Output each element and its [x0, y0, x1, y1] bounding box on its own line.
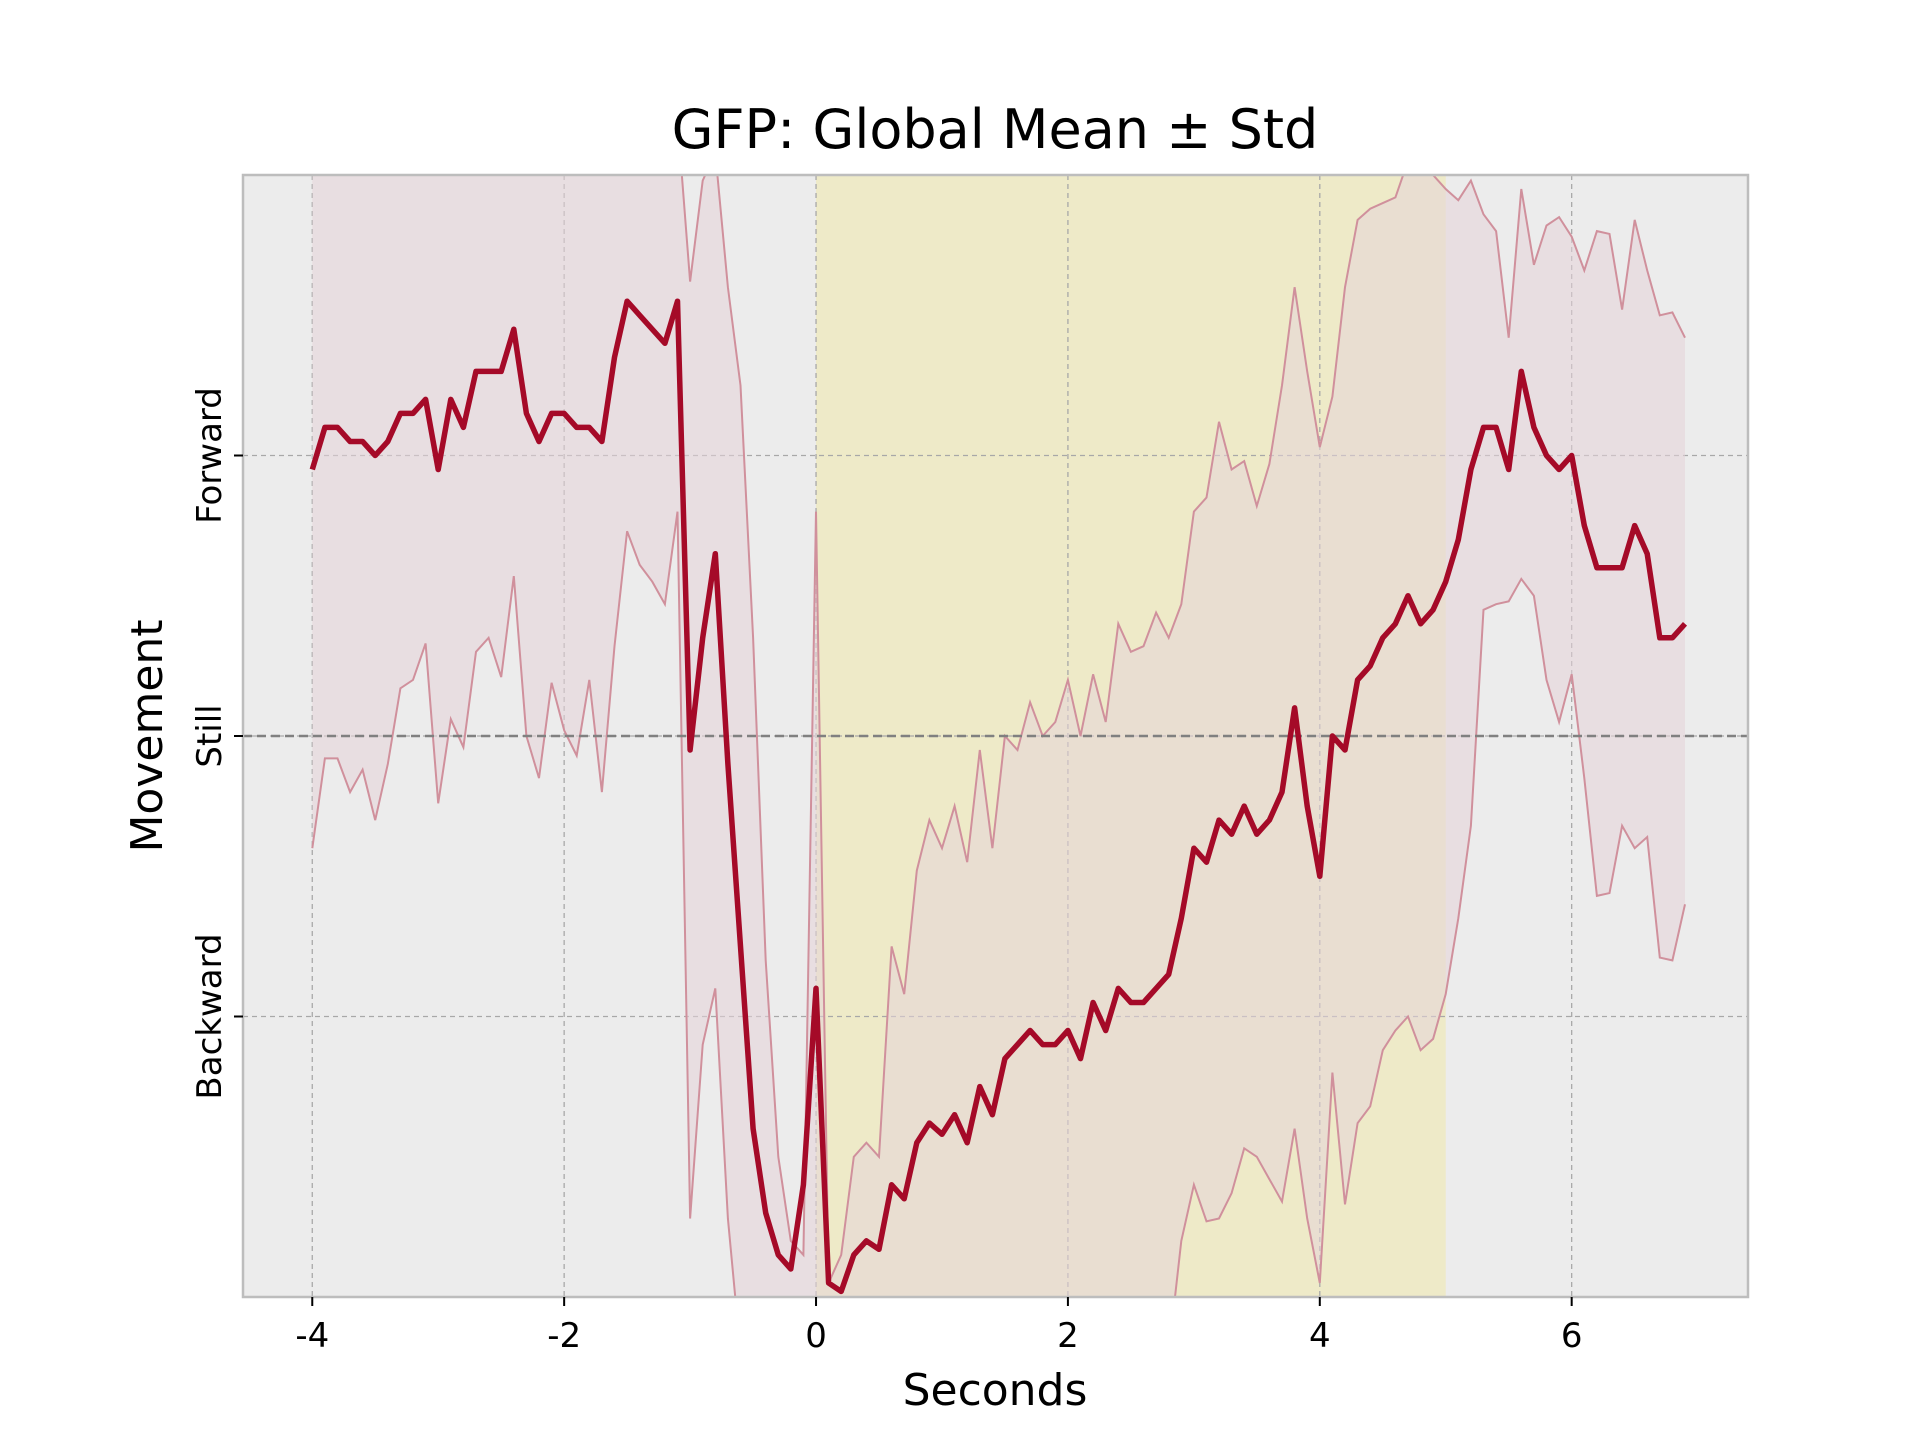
- std-lower-edge: [311, 511, 1686, 1297]
- chart-title: GFP: Global Mean ± Std: [672, 98, 1319, 161]
- x-tick-label: -2: [547, 1316, 581, 1356]
- std-upper-edge: [680, 175, 1686, 1284]
- x-tick-label: 4: [1309, 1316, 1331, 1356]
- mean-line-layer: [309, 298, 1688, 1295]
- x-axis-label: Seconds: [903, 1365, 1088, 1416]
- axis-layer: -4 -2 0 2 4 6 Forward Still Backward: [190, 387, 1583, 1356]
- std-band: [312, 175, 1685, 1297]
- mean-line: [309, 298, 1688, 1295]
- x-tick-label: 2: [1057, 1316, 1079, 1356]
- x-tick-label: 0: [805, 1316, 827, 1356]
- x-tick-label: -4: [295, 1316, 329, 1356]
- y-tick-label: Forward: [190, 387, 230, 524]
- y-tick-label: Backward: [190, 933, 230, 1099]
- std-band-layer: [311, 175, 1686, 1297]
- x-tick-label: 6: [1561, 1316, 1583, 1356]
- y-tick-label: Still: [190, 704, 230, 767]
- y-axis-label: Movement: [122, 619, 173, 852]
